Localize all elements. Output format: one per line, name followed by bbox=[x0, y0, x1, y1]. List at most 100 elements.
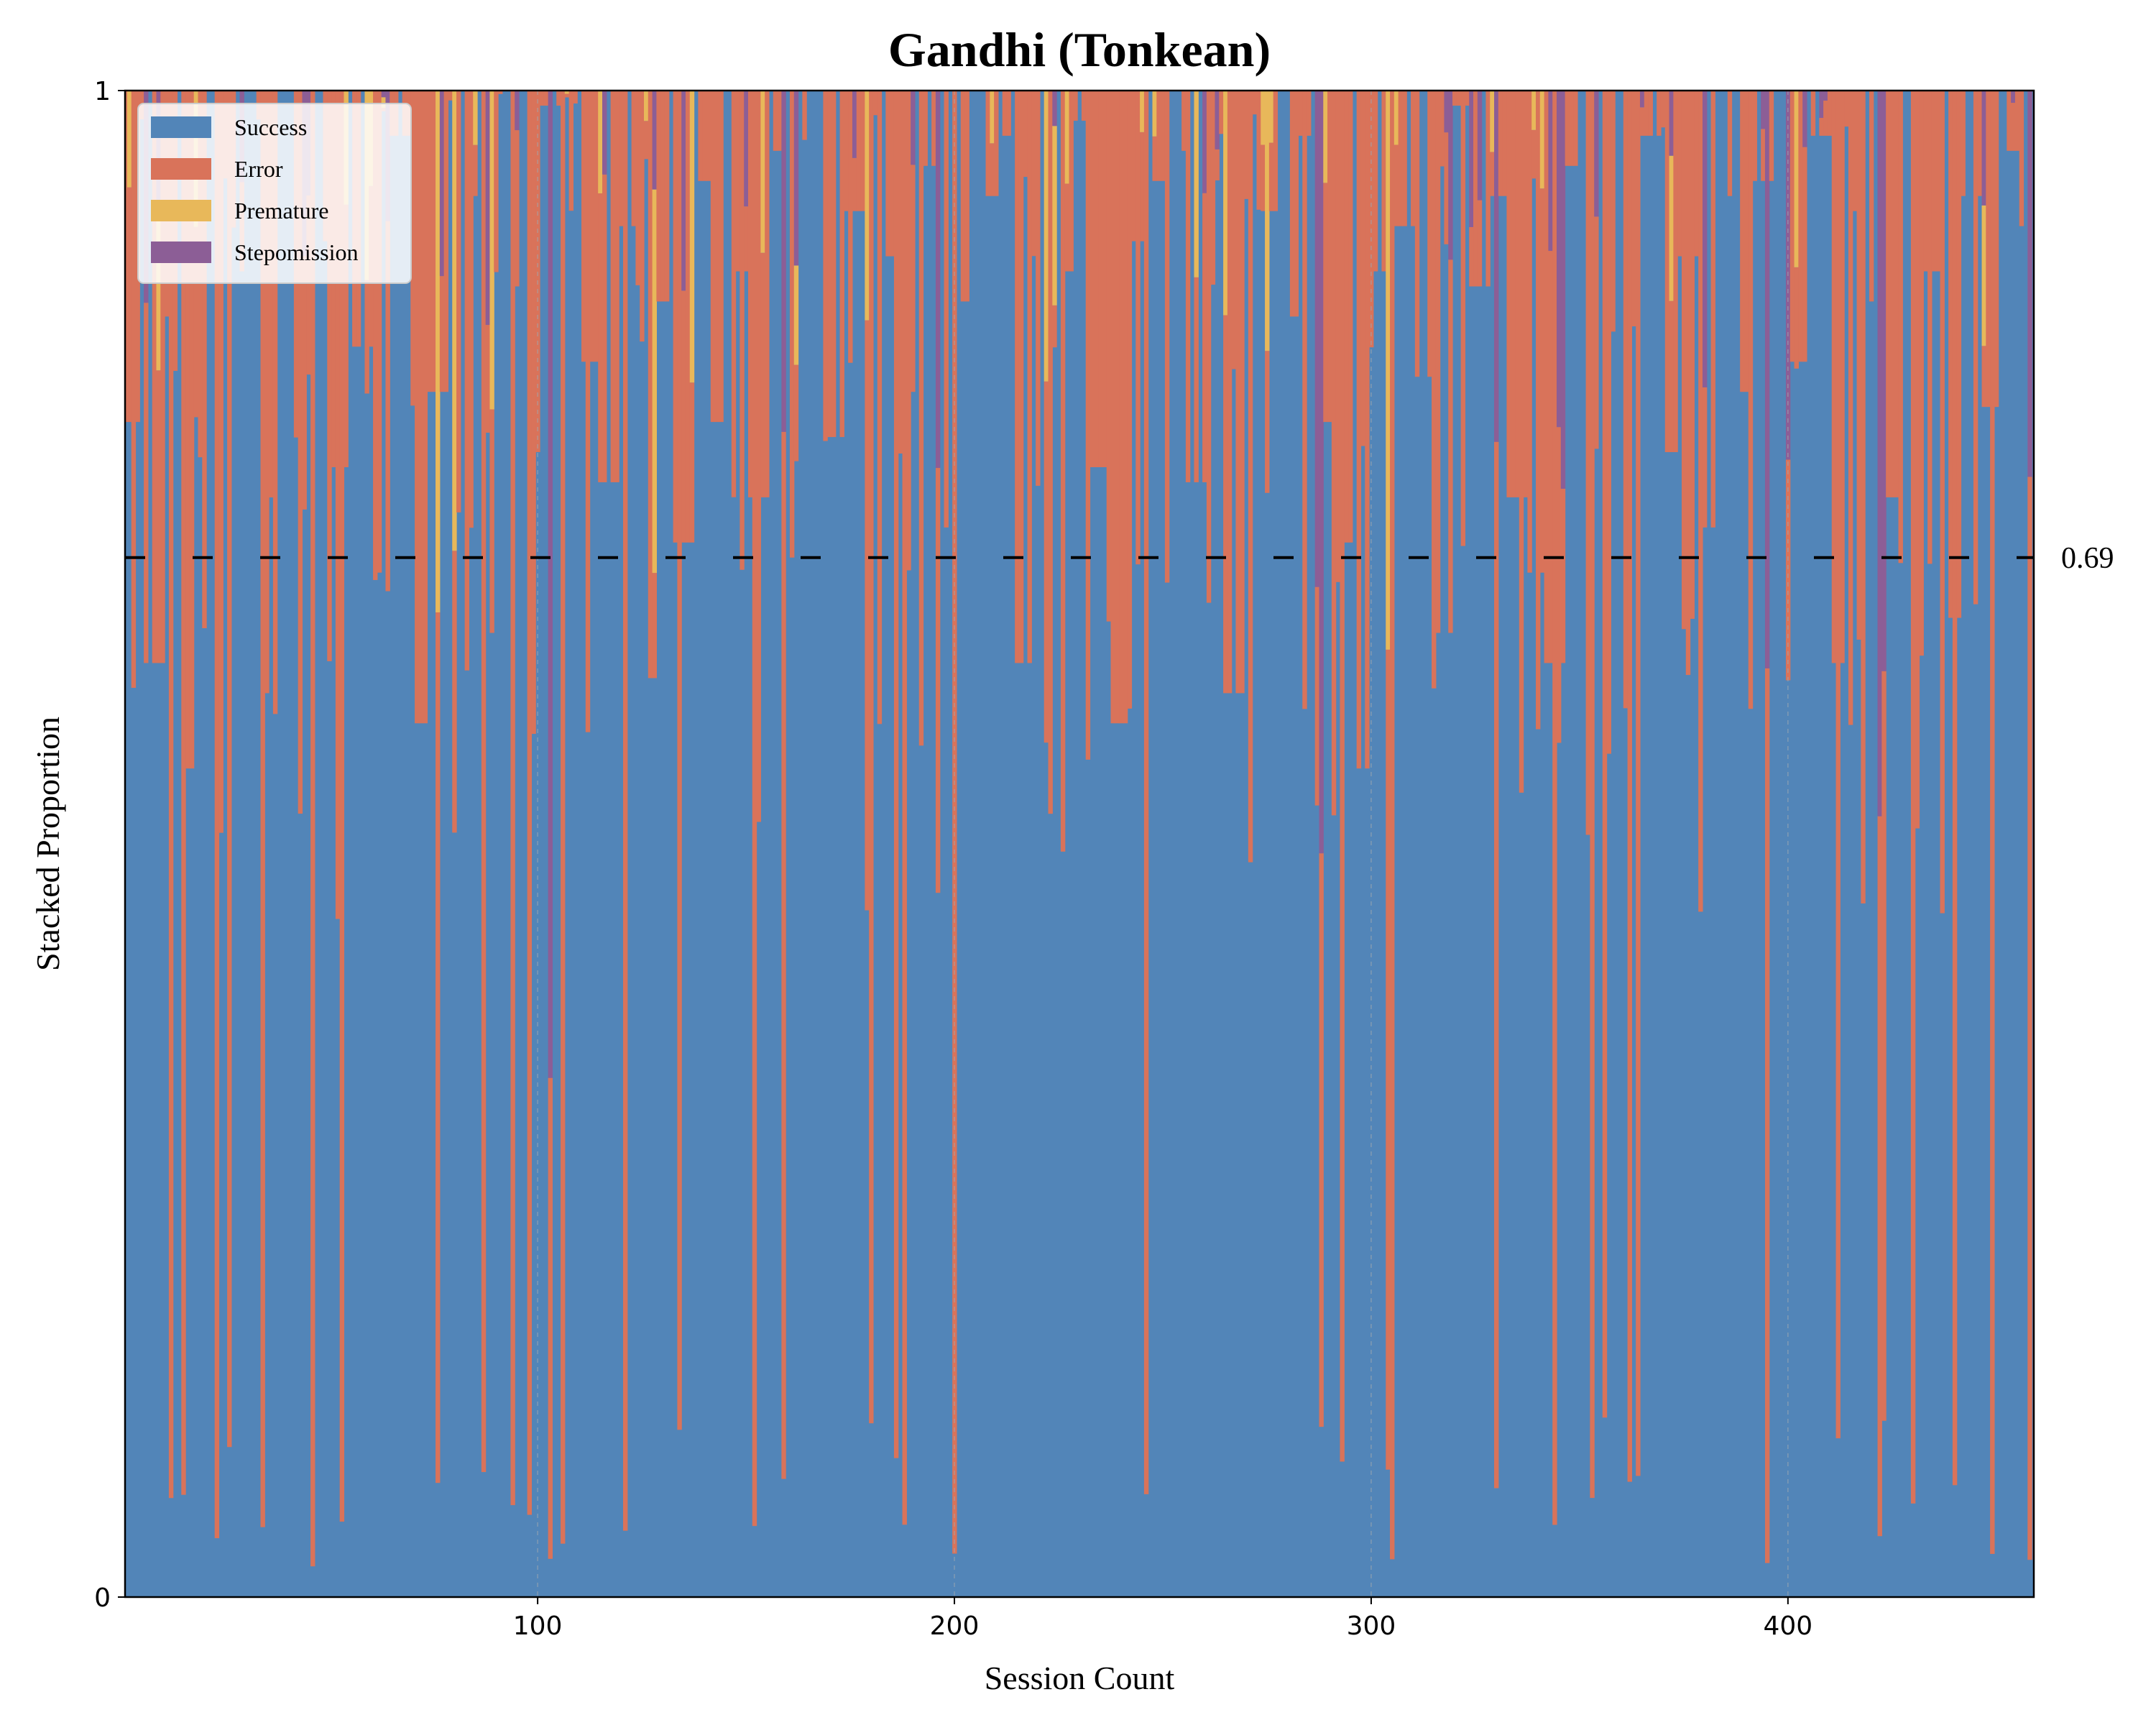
bar-premature-154 bbox=[760, 91, 765, 253]
bar-error-178 bbox=[860, 91, 865, 211]
bar-error-112 bbox=[585, 91, 591, 732]
bar-error-371 bbox=[1664, 91, 1670, 453]
bar-premature-227 bbox=[1064, 91, 1070, 184]
bar-error-455 bbox=[2014, 91, 2020, 151]
bar-error-445 bbox=[1973, 91, 1978, 604]
bar-error-274 bbox=[1261, 144, 1266, 211]
bar-error-261 bbox=[1206, 91, 1212, 603]
bar-error-128 bbox=[652, 573, 657, 678]
bar-error-236 bbox=[1102, 91, 1107, 467]
bar-error-369 bbox=[1657, 91, 1662, 136]
bar-error-9 bbox=[156, 370, 161, 663]
bar-error-202 bbox=[960, 91, 966, 302]
bar-stepomission-159 bbox=[781, 91, 786, 432]
bar-error-354 bbox=[1594, 216, 1599, 449]
bar-error-185 bbox=[890, 91, 895, 257]
bar-error-129 bbox=[656, 91, 661, 302]
bar-error-157 bbox=[773, 91, 778, 151]
bar-error-187 bbox=[898, 91, 903, 454]
bar-error-353 bbox=[1590, 91, 1595, 1499]
bar-error-2 bbox=[126, 187, 132, 423]
bar-error-17 bbox=[189, 91, 195, 769]
bar-premature-126 bbox=[644, 91, 649, 121]
bar-error-213 bbox=[1006, 91, 1011, 136]
bar-error-358 bbox=[1611, 91, 1616, 332]
bar-error-80 bbox=[452, 551, 457, 833]
bar-error-427 bbox=[1898, 91, 1903, 564]
bar-error-258 bbox=[1194, 277, 1199, 482]
bar-error-307 bbox=[1398, 91, 1404, 226]
bar-error-432 bbox=[1919, 91, 1924, 656]
bar-error-81 bbox=[456, 91, 461, 512]
bar-error-338 bbox=[1527, 91, 1532, 573]
bar-stepomission-319 bbox=[1448, 91, 1453, 260]
bar-premature-265 bbox=[1223, 91, 1228, 316]
bar-premature-275 bbox=[1265, 91, 1270, 351]
bar-error-102 bbox=[543, 91, 549, 106]
bar-error-54 bbox=[344, 204, 349, 467]
bar-error-301 bbox=[1373, 91, 1378, 272]
bar-error-248 bbox=[1152, 136, 1157, 181]
bar-error-203 bbox=[964, 91, 969, 302]
bar-error-234 bbox=[1094, 91, 1099, 467]
bar-error-262 bbox=[1210, 91, 1216, 285]
bar-error-287 bbox=[1314, 586, 1320, 806]
bar-stepomission-345 bbox=[1557, 91, 1562, 428]
bar-error-143 bbox=[714, 91, 719, 423]
bar-stepomission-287 bbox=[1314, 91, 1320, 587]
bar-error-151 bbox=[747, 91, 753, 497]
bar-error-190 bbox=[911, 165, 916, 392]
bar-error-450 bbox=[1994, 91, 1999, 408]
legend-label-premature: Premature bbox=[234, 198, 329, 224]
bar-stepomission-326 bbox=[1477, 91, 1483, 201]
bar-error-375 bbox=[1681, 91, 1687, 630]
bar-error-106 bbox=[561, 91, 566, 1544]
bar-error-308 bbox=[1402, 91, 1407, 226]
bar-error-84 bbox=[469, 91, 474, 528]
bar-error-73 bbox=[423, 91, 428, 724]
bar-error-246 bbox=[1143, 91, 1149, 1494]
bar-premature-276 bbox=[1268, 91, 1274, 143]
bar-error-175 bbox=[848, 91, 853, 363]
bar-error-364 bbox=[1636, 91, 1641, 1476]
bar-error-35 bbox=[264, 91, 270, 694]
bar-error-177 bbox=[856, 91, 862, 211]
y-tick-label-1: 1 bbox=[94, 77, 111, 106]
bar-error-422 bbox=[1877, 816, 1882, 1537]
bar-premature-76 bbox=[436, 91, 441, 613]
bar-error-188 bbox=[902, 91, 907, 1525]
bar-error-231 bbox=[1081, 91, 1087, 121]
bar-error-379 bbox=[1698, 91, 1703, 912]
legend-label-success: Success bbox=[234, 114, 307, 140]
bar-error-395 bbox=[1764, 668, 1770, 1563]
bar-error-376 bbox=[1685, 91, 1691, 676]
bar-error-61 bbox=[373, 91, 378, 580]
bar-error-288 bbox=[1319, 853, 1324, 1427]
bar-error-34 bbox=[260, 91, 265, 1527]
bar-error-311 bbox=[1414, 91, 1420, 377]
bar-error-317 bbox=[1439, 91, 1445, 167]
bar-stepomission-408 bbox=[1819, 91, 1824, 119]
bar-error-77 bbox=[439, 276, 445, 392]
bar-error-161 bbox=[789, 91, 795, 558]
bar-error-322 bbox=[1460, 91, 1466, 546]
bar-error-78 bbox=[443, 91, 449, 392]
bar-error-264 bbox=[1219, 91, 1224, 134]
bar-error-300 bbox=[1369, 91, 1374, 348]
bar-error-330 bbox=[1494, 441, 1499, 1489]
bar-error-114 bbox=[594, 91, 599, 362]
bar-error-324 bbox=[1469, 226, 1474, 287]
bar-premature-258 bbox=[1194, 91, 1199, 277]
bar-error-273 bbox=[1256, 91, 1261, 210]
bar-error-70 bbox=[410, 91, 415, 406]
bar-error-245 bbox=[1140, 132, 1145, 242]
bar-error-272 bbox=[1252, 91, 1258, 115]
bar-premature-85 bbox=[473, 91, 478, 145]
bar-error-127 bbox=[648, 91, 653, 678]
bar-error-415 bbox=[1848, 91, 1853, 725]
bar-error-59 bbox=[364, 280, 369, 394]
bar-error-193 bbox=[923, 91, 928, 166]
bar-error-135 bbox=[681, 290, 686, 543]
bar-error-363 bbox=[1631, 91, 1636, 327]
bar-error-198 bbox=[944, 91, 949, 528]
